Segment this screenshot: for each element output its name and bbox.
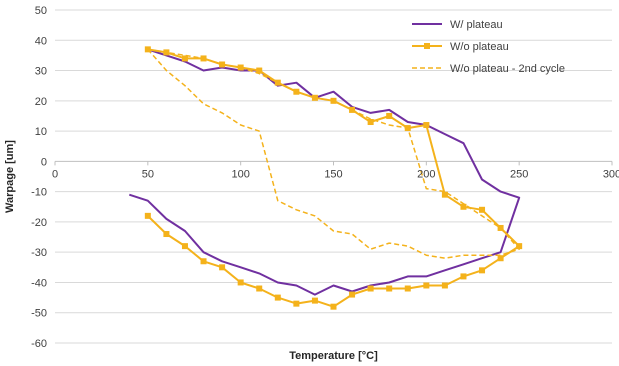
- series-point-2: [144, 212, 151, 219]
- series-point-2: [274, 294, 281, 301]
- y-tick-label: 0: [41, 156, 47, 168]
- x-tick-label: 0: [52, 168, 58, 180]
- series-point-2: [349, 291, 356, 298]
- y-tick-label: -50: [31, 308, 47, 320]
- series-point-2: [181, 55, 188, 62]
- series-point-2: [423, 282, 430, 289]
- x-tick-label: 150: [324, 168, 342, 180]
- series-point-2: [497, 255, 504, 262]
- series-point-2: [460, 273, 467, 280]
- series-point-2: [367, 285, 374, 292]
- x-tick-label: 300: [603, 168, 619, 180]
- y-tick-label: 20: [35, 96, 47, 108]
- x-tick-label: 100: [231, 168, 249, 180]
- y-tick-label: -30: [31, 247, 47, 259]
- series-point-2: [479, 267, 486, 274]
- legend-label-2: W/o plateau: [450, 41, 509, 53]
- tick-labels: -60 -50 -40 -30 -20 -10 0 10 20 30 40 50 0 50 100 150 20…: [31, 5, 619, 350]
- series-point-2: [219, 264, 226, 271]
- y-tick-label: 50: [35, 5, 47, 17]
- series-line-3: [147, 48, 520, 259]
- x-tick-label: 250: [510, 168, 528, 180]
- axes: [54, 160, 613, 166]
- series-point-2: [256, 285, 263, 292]
- series-point-2: [423, 122, 430, 129]
- x-axis-title: Temperature [°C]: [289, 350, 378, 362]
- x-tick-label: 50: [142, 168, 154, 180]
- y-tick-label: -20: [31, 217, 47, 229]
- y-tick-label: 10: [35, 126, 47, 138]
- series-point-2: [330, 303, 337, 310]
- series-point-2: [237, 279, 244, 286]
- series-point-2: [441, 191, 448, 198]
- series-point-2: [386, 285, 393, 292]
- series-point-2: [367, 119, 374, 126]
- legend-marker-2: [424, 43, 430, 49]
- gridlines: [55, 9, 612, 344]
- series-group: [128, 46, 523, 310]
- series-point-2: [404, 285, 411, 292]
- y-tick-label: 40: [35, 35, 47, 47]
- series-point-2: [219, 61, 226, 68]
- series-point-2: [479, 206, 486, 213]
- series-point-2: [181, 243, 188, 250]
- series-point-2: [516, 243, 523, 250]
- y-tick-label: -10: [31, 187, 47, 199]
- series-point-2: [256, 67, 263, 74]
- y-tick-label: -40: [31, 277, 47, 289]
- series-point-2: [311, 297, 318, 304]
- y-axis-title: Warpage [um]: [4, 140, 16, 213]
- series-line-1: [128, 48, 521, 296]
- legend-label-1: W/ plateau: [450, 19, 503, 31]
- series-point-2: [200, 258, 207, 265]
- legend-label-3: W/o plateau - 2nd cycle: [450, 63, 565, 75]
- series-point-2: [293, 88, 300, 95]
- y-tick-label: -60: [31, 338, 47, 350]
- legend: W/ plateau W/o plateau W/o plateau - 2nd c…: [412, 19, 565, 75]
- series-point-2: [386, 112, 393, 119]
- x-tick-label: 200: [417, 168, 435, 180]
- series-point-2: [293, 300, 300, 307]
- series-point-2: [441, 282, 448, 289]
- series-point-2: [460, 203, 467, 210]
- y-tick-label: 30: [35, 66, 47, 78]
- series-point-2: [163, 231, 170, 238]
